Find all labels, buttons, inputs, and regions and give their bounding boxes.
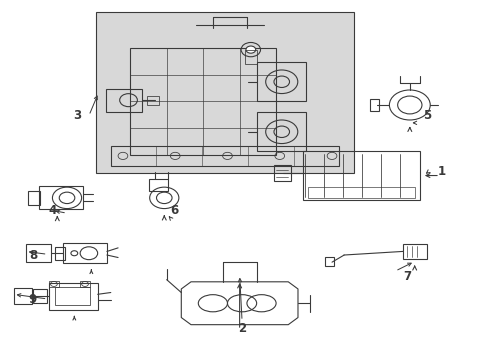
Bar bbox=[273, 165, 290, 181]
Bar bbox=[49, 283, 98, 310]
Bar bbox=[307, 187, 414, 198]
Bar bbox=[14, 288, 32, 304]
Bar bbox=[257, 112, 305, 152]
Bar bbox=[111, 146, 339, 166]
Bar bbox=[147, 95, 159, 105]
Bar bbox=[49, 281, 59, 287]
Text: 6: 6 bbox=[169, 204, 178, 217]
Bar bbox=[33, 289, 46, 303]
Bar bbox=[28, 191, 40, 205]
Bar bbox=[130, 48, 276, 155]
Bar bbox=[63, 243, 107, 263]
Bar bbox=[302, 152, 419, 200]
Bar bbox=[39, 186, 83, 209]
Text: 4: 4 bbox=[48, 204, 57, 217]
Bar bbox=[55, 287, 90, 305]
Circle shape bbox=[245, 46, 255, 53]
Bar bbox=[324, 257, 334, 266]
Bar bbox=[402, 244, 426, 258]
Bar bbox=[106, 89, 142, 112]
Text: 8: 8 bbox=[29, 248, 37, 261]
Bar bbox=[244, 50, 256, 64]
Text: 7: 7 bbox=[403, 270, 410, 283]
Bar bbox=[257, 62, 305, 102]
Text: 5: 5 bbox=[422, 109, 430, 122]
Text: 1: 1 bbox=[436, 165, 445, 177]
Bar bbox=[26, 244, 51, 262]
Text: 9: 9 bbox=[29, 293, 37, 306]
Bar bbox=[148, 179, 168, 191]
Bar bbox=[96, 12, 353, 173]
Bar bbox=[80, 281, 90, 287]
Bar bbox=[369, 99, 378, 111]
Text: 3: 3 bbox=[73, 109, 81, 122]
Bar bbox=[55, 247, 64, 260]
Circle shape bbox=[71, 251, 78, 256]
Text: 2: 2 bbox=[238, 322, 245, 335]
